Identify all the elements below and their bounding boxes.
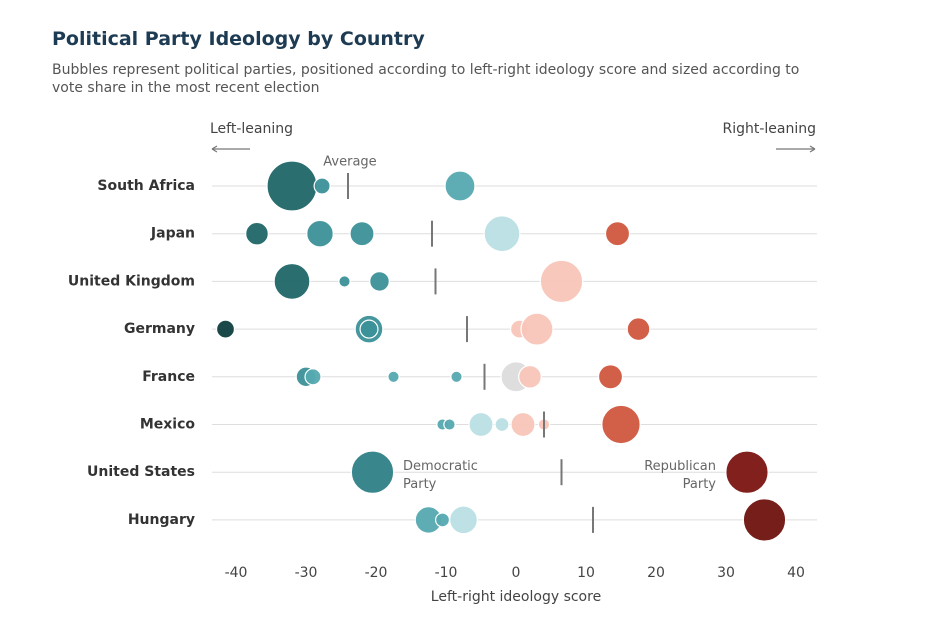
party-bubble xyxy=(742,498,787,542)
row-label: United Kingdom xyxy=(68,273,195,289)
party-bubble xyxy=(245,221,269,246)
x-tick-label: -30 xyxy=(295,565,318,581)
party-bubble xyxy=(443,418,456,431)
x-tick-label: -20 xyxy=(365,565,388,581)
party-bubble xyxy=(601,404,641,445)
party-bubble xyxy=(313,177,331,195)
annotation: Republican Party xyxy=(644,459,716,492)
party-bubble xyxy=(449,505,478,535)
row-label: Hungary xyxy=(128,512,195,528)
party-bubble xyxy=(510,411,536,438)
row-label: Mexico xyxy=(140,417,196,433)
party-bubble xyxy=(450,370,463,384)
direction-arrows xyxy=(211,145,816,153)
right-arrow xyxy=(776,145,816,153)
party-bubble xyxy=(483,215,521,253)
x-tick-label: 20 xyxy=(647,565,665,581)
left-arrow xyxy=(211,145,250,153)
party-bubble xyxy=(338,275,351,288)
x-tick-label: -40 xyxy=(225,565,248,581)
party-bubble xyxy=(626,317,651,342)
x-tick-label: 30 xyxy=(717,565,735,581)
party-bubble xyxy=(359,319,379,339)
party-bubble xyxy=(387,370,400,384)
row-label: Japan xyxy=(150,226,195,242)
party-bubble xyxy=(215,319,236,339)
party-bubble xyxy=(434,512,451,528)
party-bubble xyxy=(349,221,375,247)
chart-subtitle: Bubbles represent political parties, pos… xyxy=(52,62,800,96)
x-axis-title: Left-right ideology score xyxy=(431,589,601,605)
party-bubble xyxy=(444,170,476,202)
party-bubble xyxy=(725,450,769,494)
right-label: Right-leaning xyxy=(722,121,816,137)
party-bubble xyxy=(369,271,390,292)
party-bubble xyxy=(604,221,631,247)
party-bubble xyxy=(350,450,395,494)
x-tick-label: -10 xyxy=(435,565,458,581)
row-label: France xyxy=(142,369,195,385)
x-tick-label: 40 xyxy=(787,565,805,581)
annotation: Democratic Party xyxy=(403,459,478,492)
party-bubble xyxy=(597,364,624,390)
party-bubble xyxy=(273,262,311,300)
party-bubble xyxy=(520,312,554,346)
left-label: Left-leaning xyxy=(210,121,293,137)
row-label: Germany xyxy=(124,321,195,337)
party-bubble xyxy=(468,411,494,438)
x-tick-label: 0 xyxy=(512,565,521,581)
party-bubble xyxy=(304,368,322,386)
row-label: South Africa xyxy=(97,178,195,194)
party-bubble xyxy=(494,416,510,433)
average-label: Average xyxy=(323,155,376,170)
party-bubble xyxy=(306,219,334,248)
party-bubble xyxy=(266,160,318,212)
row-label: United States xyxy=(87,464,195,480)
party-bubble xyxy=(539,259,584,304)
chart-title: Political Party Ideology by Country xyxy=(52,28,425,50)
party-bubble xyxy=(518,364,542,389)
x-tick-label: 10 xyxy=(577,565,595,581)
